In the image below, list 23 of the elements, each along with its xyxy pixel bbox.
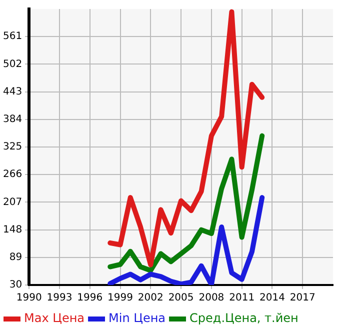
y-tick-label: 207 (2, 196, 22, 208)
x-tick-label: 2002 (138, 292, 164, 304)
x-tick-label: 2014 (259, 292, 285, 304)
y-tick-label: 561 (2, 31, 22, 42)
y-tick-label: 30 (9, 280, 22, 291)
legend-label: Min Цена (108, 311, 166, 326)
y-tick-label: 89 (9, 252, 22, 263)
x-tick-label: 1996 (77, 292, 103, 304)
x-tick-label: 1999 (108, 292, 133, 304)
x-tick-label: 2017 (290, 292, 316, 304)
x-tick-label: 2011 (229, 292, 255, 304)
y-tick-label: 384 (2, 114, 22, 125)
legend-label: Сред.Цена, т.йен (190, 311, 298, 326)
y-tick-label: 502 (2, 58, 22, 70)
x-tick-label: 2005 (168, 292, 194, 304)
x-tick-label: 1993 (46, 292, 72, 304)
legend-label: Max Цена (24, 311, 85, 326)
y-tick-label: 443 (2, 86, 22, 98)
x-tick-label: 1990 (16, 292, 42, 304)
y-tick-label: 325 (2, 142, 22, 153)
y-tick-label: 266 (2, 169, 22, 180)
y-tick-label: 148 (2, 224, 22, 236)
x-tick-label: 2008 (198, 292, 224, 304)
